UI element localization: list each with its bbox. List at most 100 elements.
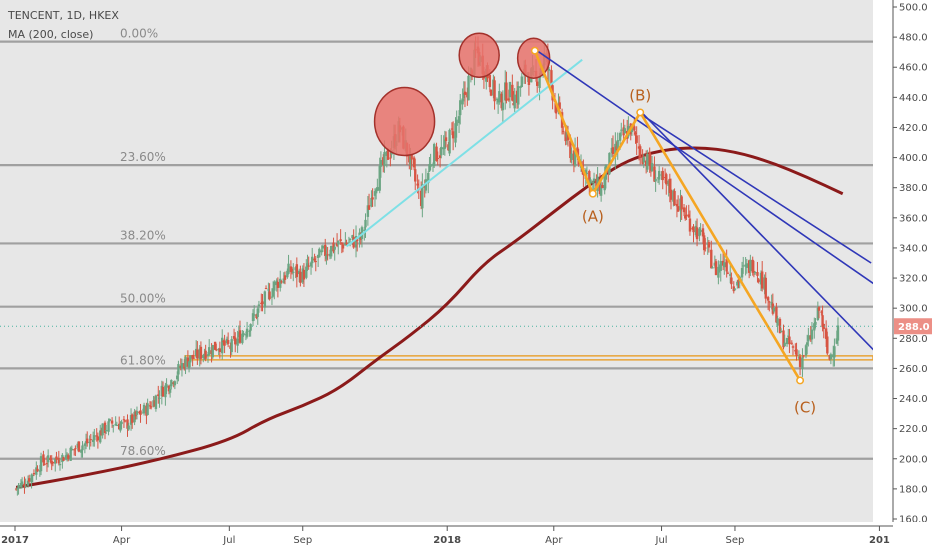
candle-body: [695, 227, 699, 240]
candle-body: [829, 354, 833, 360]
candle-body: [810, 329, 814, 340]
candle-body: [778, 318, 782, 334]
candle-body: [282, 278, 285, 284]
highlight-circle: [373, 86, 436, 157]
price-tick-label: 260.0: [899, 364, 928, 375]
candle-body: [772, 307, 776, 312]
candle-body: [157, 394, 160, 396]
candle-body: [813, 323, 816, 331]
candle-body: [495, 98, 499, 100]
candle-body: [112, 425, 115, 427]
candle-body: [802, 355, 805, 357]
candle-body: [409, 153, 412, 166]
candle-body: [107, 421, 110, 432]
candle-body: [788, 336, 791, 345]
candle-body: [723, 262, 726, 268]
candle-body: [302, 269, 306, 280]
price-tick-label: 340.0: [899, 243, 928, 254]
indicator-title: MA (200, close): [8, 28, 93, 41]
candle-body: [661, 170, 664, 181]
candle-body: [176, 375, 179, 380]
candle-body: [333, 246, 336, 250]
candle-body: [749, 259, 752, 272]
candle-body: [261, 301, 264, 305]
candle-body: [341, 244, 345, 249]
candle-body: [104, 430, 108, 432]
price-tick-label: 320.0: [899, 274, 928, 285]
candle-body: [119, 424, 122, 431]
price-tick-label: 300.0: [899, 304, 928, 315]
candle-body: [307, 265, 310, 267]
candle-body: [804, 345, 808, 356]
candle-body: [103, 422, 107, 434]
time-axis[interactable]: 2017 Apr Jul Sep 2018 Apr Jul Sep 201: [0, 522, 932, 550]
candle-body: [760, 271, 764, 289]
candle-body: [67, 455, 70, 459]
candle-body: [448, 129, 451, 154]
candle-body: [295, 264, 299, 278]
time-tick-label: Sep: [726, 535, 745, 546]
last-price-label: 288.0: [898, 322, 930, 333]
candle-body: [226, 340, 230, 344]
moving-average-group: [15, 146, 844, 489]
candle-body: [123, 420, 127, 422]
wave-label: (C): [794, 398, 816, 416]
candle-body: [248, 330, 251, 332]
candle-body: [127, 425, 130, 430]
candle-body: [513, 94, 516, 109]
candle-body: [238, 330, 242, 343]
candle-body: [566, 133, 570, 141]
candle-body: [345, 242, 348, 245]
candle-body: [717, 266, 720, 278]
candle-body: [801, 357, 804, 369]
candle-body: [267, 289, 270, 291]
candle-body: [569, 140, 572, 159]
candle-body: [742, 265, 745, 267]
candle-body: [538, 76, 541, 88]
candle-body: [81, 445, 84, 451]
candle-body: [816, 307, 820, 321]
wave-label: (B): [629, 86, 651, 104]
candle-body: [207, 347, 211, 355]
candle-body: [142, 404, 146, 414]
candle-body: [242, 333, 245, 336]
price-tick-label: 200.0: [899, 454, 928, 465]
time-tick-label: Jul: [655, 535, 668, 546]
candle-body: [89, 439, 92, 441]
candle-body: [311, 256, 314, 264]
candle-body: [339, 239, 342, 242]
candle-body: [707, 242, 711, 248]
candle-body: [766, 297, 770, 301]
candle-body: [371, 197, 374, 200]
candle-body: [782, 330, 785, 348]
candle-body: [379, 159, 383, 167]
price-tick-label: 160.0: [899, 515, 928, 526]
candle-body: [824, 328, 828, 339]
candle-body: [459, 100, 462, 116]
candle-body: [642, 157, 645, 163]
fib-level-label: 23.60%: [120, 150, 166, 164]
candle-body: [213, 341, 217, 350]
candle-body: [55, 456, 58, 460]
candle-body: [373, 191, 377, 196]
candle-body: [489, 89, 493, 96]
candle-body: [251, 313, 255, 322]
candle-body: [501, 102, 505, 111]
candle-body: [320, 250, 323, 253]
candle-body: [438, 155, 442, 158]
candle-body: [517, 86, 520, 105]
candle-body: [719, 260, 722, 271]
candle-body: [588, 171, 591, 187]
candle-body: [245, 328, 249, 337]
candle-body: [305, 266, 308, 278]
candle-body: [573, 149, 577, 166]
candle-body: [366, 205, 370, 217]
candle-body: [757, 279, 760, 282]
candle-body: [646, 153, 649, 170]
candle-body: [688, 218, 692, 232]
candle-body: [223, 340, 226, 346]
price-axis[interactable]: 160.0 180.0 200.0 220.0 240.0 260.0 280.0 300.0…: [873, 0, 932, 550]
candle-body: [70, 448, 74, 451]
